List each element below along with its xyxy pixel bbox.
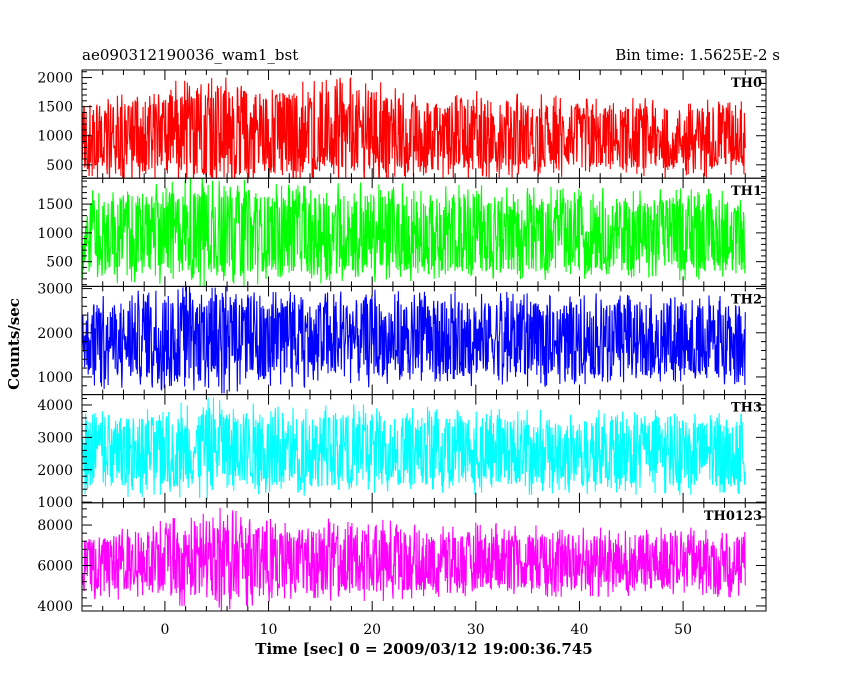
chart-title: ae090312190036_wam1_bst: [82, 46, 298, 64]
x-axis: 0 10 20 30 40 50: [160, 622, 692, 638]
y-tick-label: 2000: [37, 326, 73, 342]
series-line-th0123: [82, 507, 746, 611]
y-tick-label: 500: [46, 255, 73, 271]
series-line-th1: [82, 178, 746, 287]
panel-th0123: 4000 6000 8000 TH0123: [37, 502, 767, 615]
x-tick-label: 40: [571, 622, 589, 638]
x-tick-label: 20: [363, 622, 381, 638]
y-tick-label: 3000: [37, 430, 73, 446]
series-line-th3: [82, 397, 746, 500]
x-tick-label: 10: [260, 622, 278, 638]
x-tick-label: 0: [160, 622, 169, 638]
panel-label-th0123: TH0123: [704, 509, 762, 524]
y-axis-label: Counts/sec: [5, 298, 23, 390]
y-tick-label: 1000: [37, 370, 73, 386]
series-line-th0: [82, 77, 746, 179]
panel-label-th1: TH1: [731, 184, 762, 199]
x-axis-label: Time [sec] 0 = 2009/03/12 19:00:36.745: [255, 640, 592, 658]
panels-group: 500 1000 1500 2000 TH0 500 1000 1500 TH1 1000 2000…: [37, 69, 767, 615]
y-tick-label: 1000: [37, 495, 73, 511]
y-tick-label: 8000: [37, 518, 73, 534]
panel-label-th0: TH0: [731, 76, 762, 91]
y-tick-label: 6000: [37, 558, 73, 574]
y-tick-label: 1500: [37, 100, 73, 116]
series-line-th2: [82, 286, 746, 394]
x-tick-label: 30: [467, 622, 485, 638]
y-tick-label: 2000: [37, 71, 73, 87]
y-tick-label: 1000: [37, 129, 73, 145]
y-tick-label: 2000: [37, 463, 73, 479]
panel-th0: 500 1000 1500 2000 TH0: [37, 69, 767, 179]
y-tick-label: 1000: [37, 226, 73, 242]
x-tick-label: 50: [674, 622, 692, 638]
chart-subtitle: Bin time: 1.5625E-2 s: [615, 46, 780, 64]
y-tick-label: 3000: [37, 282, 73, 298]
y-tick-label: 1500: [37, 197, 73, 213]
y-tick-label: 500: [46, 158, 73, 174]
y-tick-label: 4000: [37, 599, 73, 615]
panel-th3: 1000 2000 3000 4000 TH3: [37, 394, 767, 511]
panel-label-th3: TH3: [731, 401, 762, 416]
panel-frame: [81, 502, 767, 612]
panel-th2: 1000 2000 3000 TH2: [37, 282, 767, 396]
panel-th1: 500 1000 1500 TH1: [37, 177, 767, 287]
y-tick-label: 4000: [37, 398, 73, 414]
panel-label-th2: TH2: [731, 292, 762, 307]
